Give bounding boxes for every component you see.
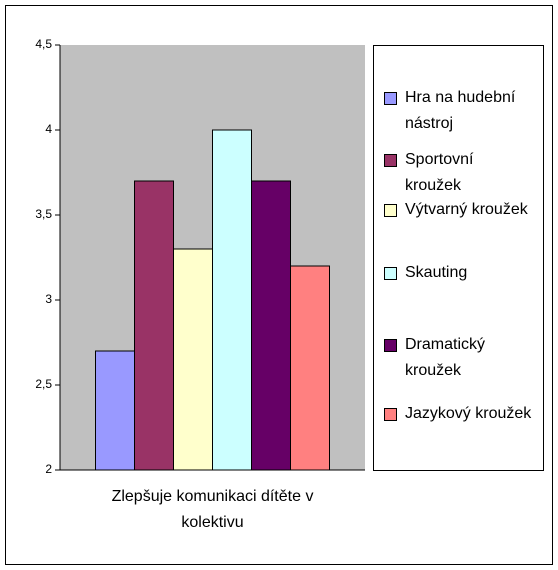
- bar: [134, 180, 174, 471]
- y-tick-label: 2,5: [35, 377, 52, 391]
- legend-label: Výtvarný kroužek: [405, 201, 528, 218]
- legend-label: Sportovní kroužek: [405, 151, 474, 194]
- y-tick-label: 3,5: [35, 207, 52, 221]
- legend-label: Skauting: [405, 264, 468, 281]
- x-tick-label: Zlepšuje komunikaci dítěte v kolektivu: [111, 488, 314, 531]
- y-tick-label: 4,5: [35, 37, 52, 51]
- y-tick-label: 2: [45, 462, 52, 476]
- legend-swatch: [384, 267, 397, 280]
- y-tick-label: 4: [45, 122, 52, 136]
- legend-box: [373, 45, 544, 471]
- legend-swatch: [384, 154, 397, 167]
- y-tick-label: 3: [45, 292, 52, 306]
- legend-swatch: [384, 204, 397, 217]
- legend-swatch: [384, 92, 397, 105]
- bar: [173, 248, 213, 471]
- bar: [95, 350, 135, 471]
- bar: [251, 180, 291, 471]
- legend-label: Dramatický kroužek: [405, 336, 486, 379]
- bar: [212, 129, 252, 471]
- bar: [290, 265, 330, 471]
- legend-label: Jazykový kroužek: [405, 405, 532, 422]
- legend-swatch: [384, 339, 397, 352]
- legend-swatch: [384, 408, 397, 421]
- legend-label: Hra na hudební nástroj: [405, 89, 516, 132]
